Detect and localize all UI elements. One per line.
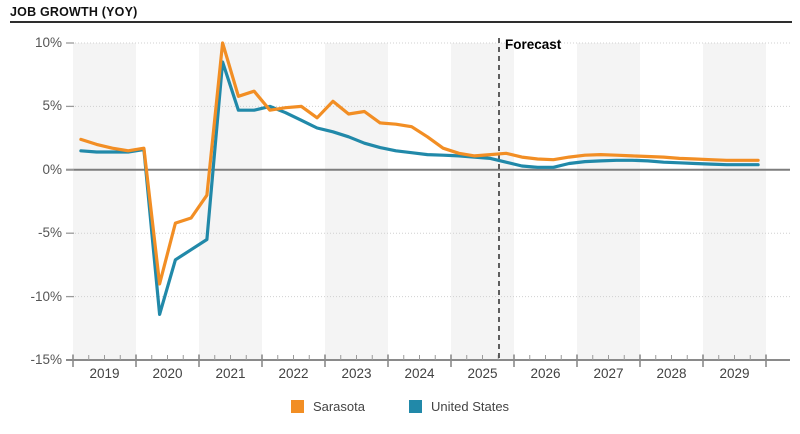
x-tick-label: 2026: [530, 366, 561, 381]
x-tick-label: 2019: [89, 366, 120, 381]
x-tick-label: 2025: [467, 366, 498, 381]
legend-swatch-icon: [409, 400, 422, 413]
x-tick-label: 2023: [341, 366, 372, 381]
series-line-united-states: [79, 60, 760, 316]
legend-item-united-states: United States: [409, 399, 509, 414]
year-band: [73, 43, 136, 360]
x-tick-label: 2022: [278, 366, 309, 381]
y-tick-label: -15%: [30, 352, 62, 367]
series-line-sarasota: [79, 41, 760, 286]
x-tick-label: 2020: [152, 366, 183, 381]
legend-swatch-icon: [290, 400, 304, 413]
chart-legend: Sarasota United States: [0, 399, 800, 414]
year-band: [451, 43, 514, 360]
year-band: [325, 43, 388, 360]
year-band: [577, 43, 640, 360]
y-tick-label: -5%: [37, 225, 62, 241]
legend-item-sarasota: Sarasota: [290, 399, 365, 414]
x-tick-label: 2029: [719, 366, 750, 381]
x-tick-label: 2028: [656, 366, 687, 381]
y-tick-label: 10%: [34, 35, 62, 50]
y-tick-label: 0%: [42, 161, 62, 177]
x-tick-label: 2027: [593, 366, 624, 381]
y-tick-label: -10%: [30, 288, 62, 304]
y-tick-label: 5%: [42, 98, 62, 114]
year-band: [703, 43, 766, 360]
legend-label: Sarasota: [312, 399, 365, 414]
chart-svg: [66, 38, 790, 367]
x-tick-label: 2024: [404, 366, 435, 381]
x-tick-label: 2021: [215, 366, 246, 381]
title-divider: [10, 21, 792, 23]
chart-title: JOB GROWTH (YOY): [10, 5, 138, 19]
legend-label: United States: [431, 399, 510, 414]
forecast-annotation: Forecast: [505, 37, 562, 52]
